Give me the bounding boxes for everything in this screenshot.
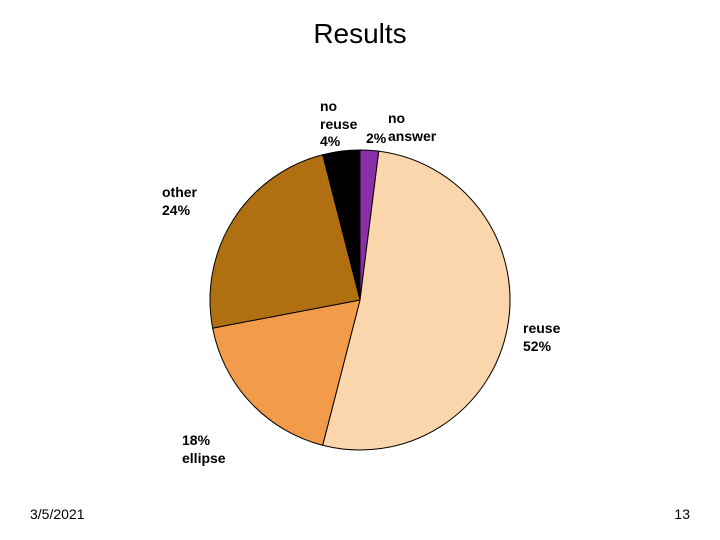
pie-svg [0, 0, 720, 540]
slice-label-reuse: reuse 52% [523, 320, 560, 355]
slide: { "title": "Results", "footer": { "date"… [0, 0, 720, 540]
footer-page-number: 13 [674, 506, 690, 522]
footer-date: 3/5/2021 [30, 506, 85, 522]
pie-chart: no reuse 4% no answer 2% other 24% reuse… [0, 0, 720, 540]
slice-label-other: other 24% [162, 184, 197, 219]
slice-label-ellipse: 18% ellipse [182, 432, 226, 467]
slice-label-2pct: 2% [366, 130, 386, 148]
slice-label-no: no [388, 110, 405, 128]
slice-label-answer: answer [388, 128, 436, 146]
slice-label-no-reuse: no reuse 4% [320, 98, 357, 151]
